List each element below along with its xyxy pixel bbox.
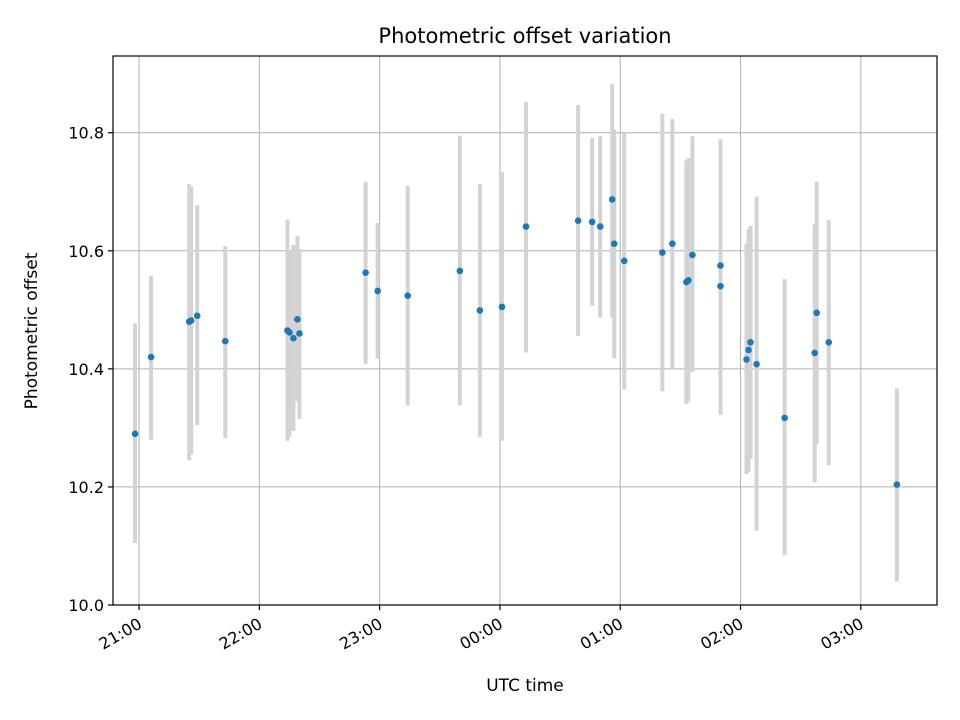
data-point: [456, 267, 464, 275]
data-point: [825, 339, 833, 346]
data-point: [362, 269, 369, 276]
data-point: [296, 330, 303, 337]
chart-title: Photometric offset variation: [378, 24, 671, 48]
data-point: [294, 315, 301, 323]
data-point: [147, 353, 155, 361]
y-tick-label: 10.0: [68, 596, 104, 615]
y-axis-label: Photometric offset: [22, 252, 42, 409]
data-point: [522, 223, 530, 230]
data-point: [221, 337, 229, 345]
data-point: [476, 307, 484, 314]
data-point: [745, 346, 752, 354]
data-points: [131, 196, 901, 488]
data-point: [689, 251, 696, 259]
data-point: [131, 430, 139, 438]
data-point: [743, 356, 750, 363]
data-point: [286, 328, 293, 336]
data-point: [669, 240, 676, 248]
data-point: [659, 249, 666, 256]
data-point: [620, 257, 628, 265]
data-point: [187, 317, 195, 324]
data-point: [290, 334, 297, 342]
data-point: [608, 196, 616, 203]
data-point: [588, 218, 596, 226]
plot-area-frame: [112, 55, 938, 606]
data-point: [685, 277, 692, 284]
y-tick-label: 10.2: [68, 478, 104, 497]
y-tick-label: 10.8: [68, 124, 104, 143]
data-point: [596, 223, 604, 230]
y-tick-label: 10.6: [68, 242, 104, 261]
data-point: [717, 282, 724, 290]
data-point: [753, 360, 760, 368]
data-point: [781, 414, 788, 422]
data-point: [374, 287, 381, 295]
data-point: [610, 240, 618, 248]
data-point: [747, 339, 754, 346]
data-point: [893, 481, 901, 488]
y-tick-label: 10.4: [68, 360, 104, 379]
data-point: [404, 292, 412, 299]
data-point: [574, 217, 582, 224]
data-point: [193, 312, 201, 320]
data-point: [813, 309, 821, 317]
data-point: [717, 262, 724, 269]
y-axis-ticks: 10.0 10.2 10.4 10.6 10.8: [68, 124, 113, 615]
x-axis-label: UTC time: [486, 676, 564, 696]
data-point: [498, 303, 506, 311]
data-point: [811, 349, 819, 357]
